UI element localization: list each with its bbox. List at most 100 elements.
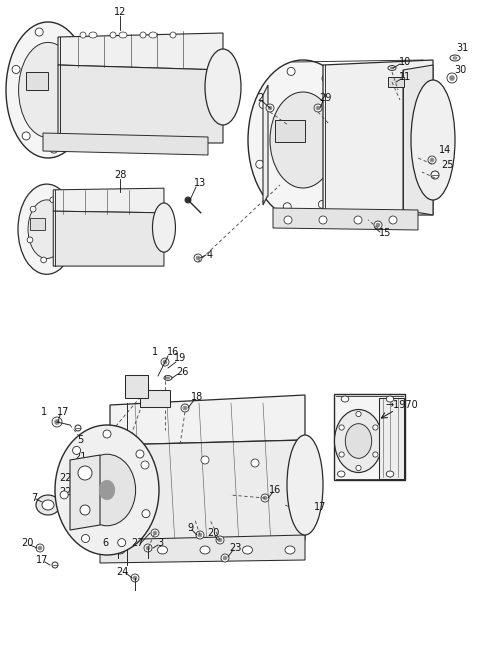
Ellipse shape bbox=[6, 22, 90, 158]
Ellipse shape bbox=[337, 471, 345, 477]
Ellipse shape bbox=[342, 112, 350, 120]
Polygon shape bbox=[53, 211, 164, 266]
Ellipse shape bbox=[170, 32, 176, 38]
Ellipse shape bbox=[263, 496, 267, 500]
Ellipse shape bbox=[116, 546, 120, 550]
Ellipse shape bbox=[119, 32, 127, 38]
Bar bbox=[26, 72, 48, 90]
Ellipse shape bbox=[373, 425, 378, 430]
Ellipse shape bbox=[390, 67, 394, 69]
Polygon shape bbox=[43, 133, 208, 155]
Ellipse shape bbox=[284, 216, 292, 224]
Text: 8: 8 bbox=[99, 473, 105, 483]
Ellipse shape bbox=[41, 257, 47, 263]
Ellipse shape bbox=[453, 57, 457, 59]
Ellipse shape bbox=[38, 546, 42, 550]
Ellipse shape bbox=[140, 32, 146, 38]
Polygon shape bbox=[125, 375, 148, 398]
Text: 18: 18 bbox=[191, 392, 203, 402]
Ellipse shape bbox=[218, 538, 222, 542]
Polygon shape bbox=[323, 60, 433, 215]
Ellipse shape bbox=[42, 500, 54, 510]
Polygon shape bbox=[263, 85, 268, 205]
Text: 22: 22 bbox=[60, 487, 72, 497]
Polygon shape bbox=[403, 65, 433, 215]
Ellipse shape bbox=[153, 531, 157, 535]
Ellipse shape bbox=[287, 435, 323, 535]
Polygon shape bbox=[58, 33, 223, 70]
Ellipse shape bbox=[185, 197, 191, 203]
Ellipse shape bbox=[266, 104, 274, 112]
Ellipse shape bbox=[205, 49, 241, 125]
Text: 9: 9 bbox=[187, 523, 193, 533]
Bar bbox=[30, 217, 45, 230]
Text: 7: 7 bbox=[31, 493, 37, 503]
Text: 5: 5 bbox=[72, 515, 78, 525]
Ellipse shape bbox=[389, 216, 397, 224]
Ellipse shape bbox=[27, 237, 33, 243]
Text: 17: 17 bbox=[57, 407, 69, 417]
Text: 15: 15 bbox=[379, 228, 391, 238]
Text: 24: 24 bbox=[116, 567, 128, 577]
Text: 20: 20 bbox=[21, 538, 33, 548]
Ellipse shape bbox=[30, 206, 36, 212]
Ellipse shape bbox=[373, 452, 378, 457]
Ellipse shape bbox=[73, 116, 82, 124]
Ellipse shape bbox=[146, 546, 150, 550]
Text: 16: 16 bbox=[167, 347, 179, 357]
Ellipse shape bbox=[75, 425, 81, 431]
Text: 5: 5 bbox=[77, 435, 83, 445]
Text: 30: 30 bbox=[454, 65, 466, 75]
Ellipse shape bbox=[103, 430, 111, 438]
Ellipse shape bbox=[388, 66, 396, 71]
Text: 6: 6 bbox=[102, 538, 108, 548]
Ellipse shape bbox=[335, 409, 383, 473]
Ellipse shape bbox=[411, 80, 455, 200]
Ellipse shape bbox=[149, 32, 157, 38]
Ellipse shape bbox=[314, 104, 322, 112]
Ellipse shape bbox=[140, 390, 146, 396]
Text: 23: 23 bbox=[229, 543, 241, 553]
Ellipse shape bbox=[268, 106, 272, 110]
Ellipse shape bbox=[356, 465, 361, 471]
Ellipse shape bbox=[194, 254, 202, 262]
Ellipse shape bbox=[60, 491, 68, 499]
Ellipse shape bbox=[111, 478, 119, 486]
Text: →1970: →1970 bbox=[385, 400, 419, 410]
Ellipse shape bbox=[196, 531, 204, 539]
Text: 10: 10 bbox=[399, 57, 411, 67]
Ellipse shape bbox=[167, 377, 169, 379]
Ellipse shape bbox=[447, 73, 457, 83]
Ellipse shape bbox=[251, 459, 259, 467]
Ellipse shape bbox=[318, 200, 326, 208]
Ellipse shape bbox=[55, 425, 159, 555]
Ellipse shape bbox=[376, 223, 380, 227]
Ellipse shape bbox=[78, 466, 92, 480]
Ellipse shape bbox=[118, 538, 126, 546]
Ellipse shape bbox=[223, 556, 227, 560]
Ellipse shape bbox=[86, 523, 90, 527]
Ellipse shape bbox=[52, 417, 62, 427]
Ellipse shape bbox=[50, 145, 58, 153]
Ellipse shape bbox=[431, 171, 439, 179]
Polygon shape bbox=[273, 208, 418, 230]
Ellipse shape bbox=[261, 494, 269, 502]
Bar bbox=[275, 120, 305, 142]
Ellipse shape bbox=[89, 462, 97, 470]
Ellipse shape bbox=[80, 505, 90, 515]
Ellipse shape bbox=[196, 256, 200, 260]
Ellipse shape bbox=[78, 480, 82, 484]
Polygon shape bbox=[70, 455, 100, 530]
Text: 13: 13 bbox=[194, 178, 206, 188]
Polygon shape bbox=[58, 65, 223, 143]
Ellipse shape bbox=[259, 101, 267, 109]
Ellipse shape bbox=[76, 478, 84, 486]
Ellipse shape bbox=[136, 450, 144, 458]
Text: 27: 27 bbox=[132, 538, 144, 548]
Ellipse shape bbox=[127, 390, 133, 396]
Ellipse shape bbox=[84, 521, 92, 529]
Polygon shape bbox=[110, 440, 305, 545]
Ellipse shape bbox=[18, 184, 75, 274]
Ellipse shape bbox=[12, 65, 20, 74]
Ellipse shape bbox=[82, 534, 89, 542]
